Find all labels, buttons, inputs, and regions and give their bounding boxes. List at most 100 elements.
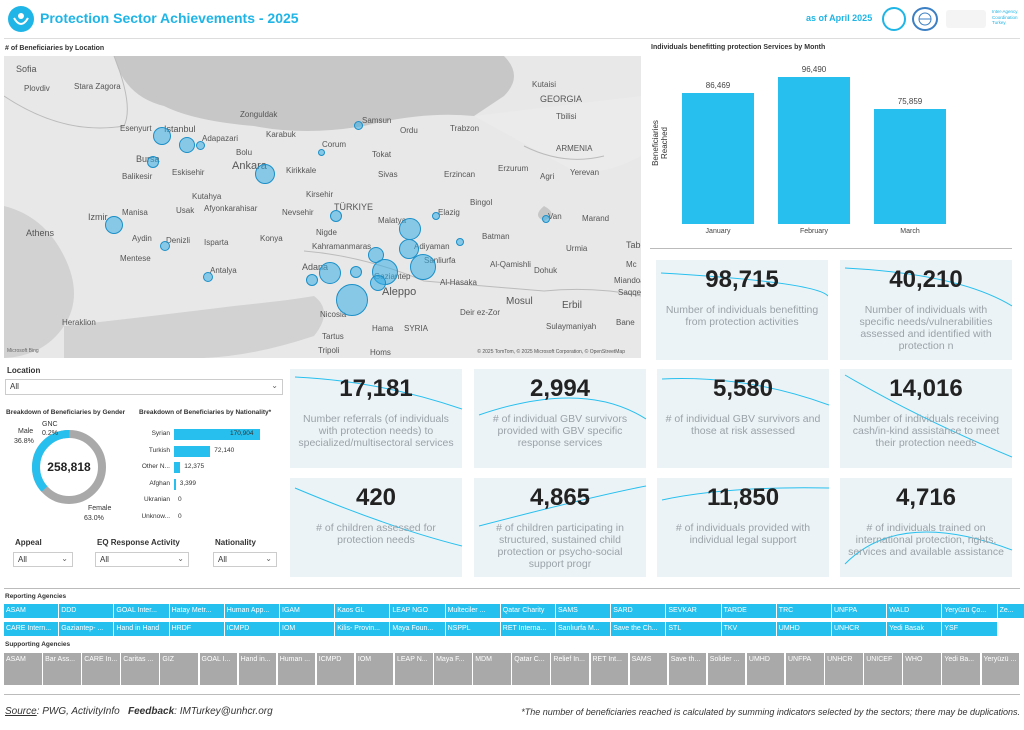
monthly-bar[interactable] xyxy=(874,108,946,224)
map-copyright[interactable]: © 2025 TomTom, © 2025 Microsoft Corporat… xyxy=(477,349,625,355)
supporting-agency-chip[interactable]: Hand in... xyxy=(238,653,277,685)
kpi-card[interactable]: 98,715 Number of individuals benefitting … xyxy=(656,260,828,360)
supporting-agency-chip[interactable]: Human ... xyxy=(277,653,316,685)
reporting-agency-chip[interactable]: CARE Intern... xyxy=(4,622,59,636)
supporting-agency-chip[interactable]: LEAP N... xyxy=(395,653,433,685)
supporting-agency-chip[interactable]: IOM xyxy=(355,653,394,685)
supporting-agency-chip[interactable]: CARE In... xyxy=(82,653,120,685)
map-bubble[interactable] xyxy=(399,239,419,259)
supporting-agency-chip[interactable]: Yedi Ba... xyxy=(942,653,980,685)
reporting-agency-chip[interactable]: SARD xyxy=(611,604,666,618)
reporting-agency-chip[interactable]: Hatay Metr... xyxy=(169,604,224,618)
reporting-agency-chip[interactable]: ASAM xyxy=(4,604,59,618)
supporting-agency-chip[interactable]: GIZ xyxy=(160,653,198,685)
reporting-agency-chip[interactable]: TKV xyxy=(721,622,776,636)
map-bubble[interactable] xyxy=(147,156,159,168)
supporting-agency-chip[interactable]: Bar Ass... xyxy=(43,653,81,685)
reporting-agency-chip[interactable]: Kaos GL xyxy=(335,604,390,618)
map-bubble[interactable] xyxy=(153,127,171,145)
supporting-agency-chip[interactable]: Save th... xyxy=(668,653,707,685)
supporting-agency-chip[interactable]: UNICEF xyxy=(864,653,902,685)
donut-male-slice[interactable] xyxy=(30,428,108,506)
supporting-agency-chip[interactable]: Relief In... xyxy=(551,653,589,685)
reporting-agency-chip[interactable]: Ze... xyxy=(997,604,1024,618)
reporting-agency-chip[interactable]: UNHCR xyxy=(832,622,887,636)
map-bubble[interactable] xyxy=(542,215,550,223)
map-bubble[interactable] xyxy=(354,121,363,130)
reporting-agency-chip[interactable]: GOAL Inter... xyxy=(114,604,169,618)
eq-dropdown[interactable]: All ⌄ xyxy=(95,552,189,567)
supporting-agency-chip[interactable]: SAMS xyxy=(629,653,668,685)
supporting-agency-chip[interactable]: Maya F... xyxy=(434,653,472,685)
kpi-card[interactable]: 5,580 # of individual GBV survivors and t… xyxy=(657,369,829,468)
supporting-agency-chip[interactable]: Qatar C... xyxy=(512,653,550,685)
appeal-dropdown[interactable]: All ⌄ xyxy=(13,552,73,567)
map-bubble[interactable] xyxy=(196,141,205,150)
reporting-agency-chip[interactable]: TRC xyxy=(776,604,831,618)
supporting-agency-chip[interactable]: GOAL I... xyxy=(199,653,238,685)
map-bubble[interactable] xyxy=(399,218,421,240)
supporting-agency-chip[interactable]: ICMPD xyxy=(316,653,355,685)
nationality-bar[interactable] xyxy=(174,445,211,457)
reporting-agency-chip[interactable]: Hand in Hand xyxy=(114,622,169,636)
reporting-agency-chip[interactable]: Yedi Basak xyxy=(887,622,942,636)
reporting-agency-chip[interactable]: ICMPD xyxy=(224,622,279,636)
supporting-agency-chip[interactable]: UNFPA xyxy=(786,653,824,685)
nationality-dropdown[interactable]: All ⌄ xyxy=(213,552,277,567)
reporting-agency-chip[interactable]: UNFPA xyxy=(832,604,887,618)
reporting-agency-chip[interactable]: RET Interna... xyxy=(500,622,555,636)
reporting-agency-chip[interactable]: IGAM xyxy=(280,604,335,618)
map-bubble[interactable] xyxy=(410,254,436,280)
kpi-card[interactable]: 17,181 Number referrals (of individuals w… xyxy=(290,369,462,468)
supporting-agency-chip[interactable]: UMHD xyxy=(746,653,785,685)
map-bubble[interactable] xyxy=(203,272,213,282)
map-bubble[interactable] xyxy=(350,266,362,278)
supporting-agency-chip[interactable]: MDM xyxy=(473,653,511,685)
supporting-agency-chip[interactable]: ASAM xyxy=(4,653,42,685)
reporting-agency-chip[interactable]: TARDE xyxy=(721,604,776,618)
reporting-agency-chip[interactable]: LEAP NGO xyxy=(390,604,445,618)
map-bubble[interactable] xyxy=(330,210,342,222)
kpi-card[interactable]: 420 # of children assessed for protection… xyxy=(290,478,462,577)
location-dropdown[interactable]: All ⌄ xyxy=(5,379,283,395)
map-bubble[interactable] xyxy=(370,275,386,291)
monthly-bar[interactable] xyxy=(682,92,754,224)
nationality-bar[interactable] xyxy=(174,429,260,440)
reporting-agency-chip[interactable]: Multeciler ... xyxy=(445,604,500,618)
reporting-agency-chip[interactable]: Qatar Charity xyxy=(500,604,555,618)
map-bubble[interactable] xyxy=(255,164,275,184)
kpi-card[interactable]: 11,850 # of individuals provided with ind… xyxy=(657,478,829,577)
reporting-agency-chip[interactable]: Yeryüzü Ço... xyxy=(942,604,997,618)
reporting-agency-chip[interactable]: STL xyxy=(666,622,721,636)
supporting-agency-chip[interactable]: Yeryüzü ... xyxy=(981,653,1020,685)
map-bubble[interactable] xyxy=(105,216,123,234)
supporting-agency-chip[interactable]: WHO xyxy=(903,653,941,685)
reporting-agency-chip[interactable]: Maya Foun... xyxy=(390,622,445,636)
nationality-bar[interactable] xyxy=(174,462,181,473)
feedback-text[interactable]: : IMTurkey@unhcr.org xyxy=(174,706,273,717)
map-bubble[interactable] xyxy=(306,274,318,286)
reporting-agency-chip[interactable]: Save the Ch... xyxy=(611,622,666,636)
supporting-agency-chip[interactable]: RET Int... xyxy=(590,653,629,685)
reporting-agency-chip[interactable]: UMHD xyxy=(776,622,831,636)
map-bubble[interactable] xyxy=(160,241,170,251)
map-bubble[interactable] xyxy=(336,284,368,316)
reporting-agency-chip[interactable]: WALD xyxy=(887,604,942,618)
reporting-agency-chip[interactable]: Human App... xyxy=(224,604,279,618)
kpi-card[interactable]: 2,994 # of individual GBV survivors provi… xyxy=(474,369,646,468)
monthly-bar[interactable] xyxy=(778,77,850,224)
map-bubble[interactable] xyxy=(318,149,325,156)
nationality-bar[interactable] xyxy=(174,478,176,490)
reporting-agency-chip[interactable]: DDD xyxy=(59,604,114,618)
reporting-agency-chip[interactable]: HRDF xyxy=(169,622,224,636)
reporting-agency-chip[interactable]: IOM xyxy=(280,622,335,636)
kpi-card[interactable]: 4,716 # of individuals trained on interna… xyxy=(840,478,1012,577)
kpi-card[interactable]: 4,865 # of children participating in stru… xyxy=(474,478,646,577)
reporting-agency-chip[interactable]: SAMS xyxy=(556,604,611,618)
map-bubble[interactable] xyxy=(319,262,341,284)
reporting-agency-chip[interactable]: YSF xyxy=(942,622,997,636)
reporting-agency-chip[interactable]: Sanlıurfa M... xyxy=(556,622,611,636)
reporting-agency-chip[interactable]: SEVKAR xyxy=(666,604,721,618)
map-bubble[interactable] xyxy=(179,137,195,153)
reporting-agency-chip[interactable]: NSPPL xyxy=(445,622,500,636)
